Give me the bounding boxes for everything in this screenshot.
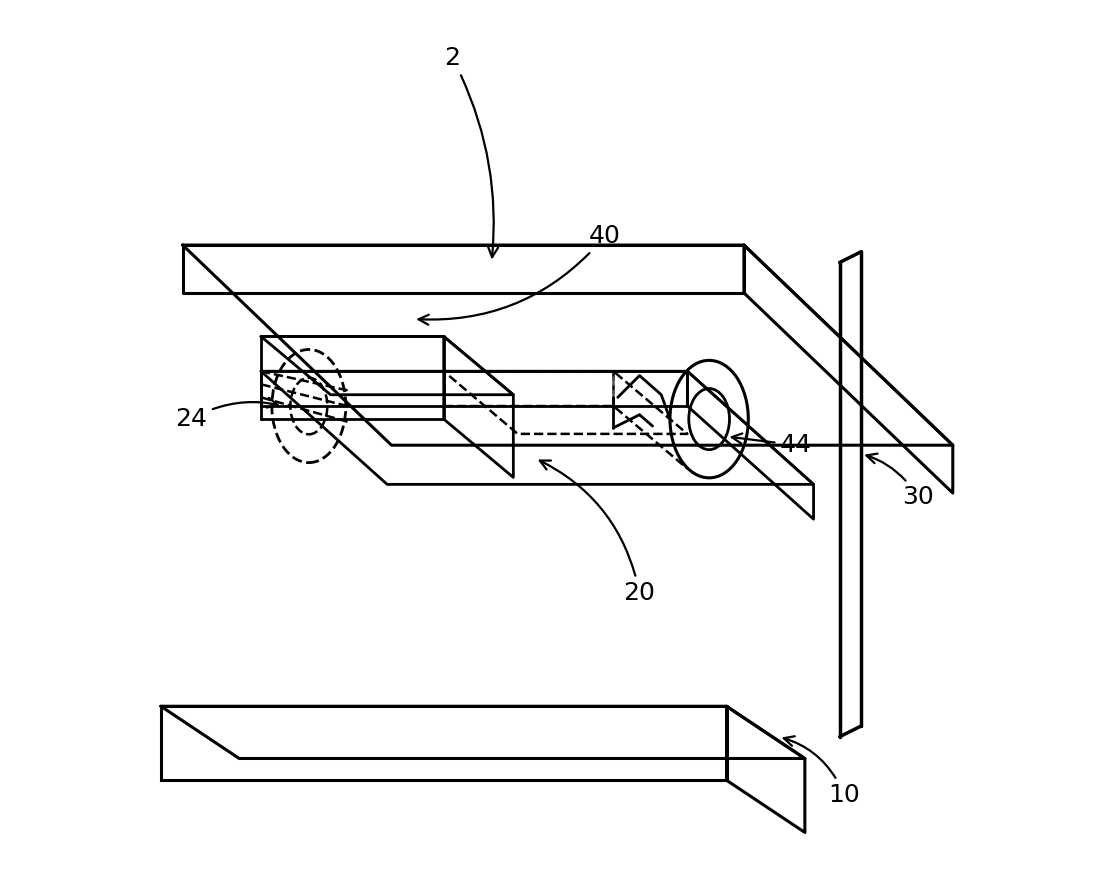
Text: 10: 10 bbox=[783, 736, 860, 807]
Text: 44: 44 bbox=[732, 433, 812, 457]
Text: 40: 40 bbox=[419, 224, 621, 325]
Text: 30: 30 bbox=[866, 454, 934, 510]
Text: 20: 20 bbox=[540, 461, 655, 605]
Text: 2: 2 bbox=[444, 46, 498, 258]
Text: 24: 24 bbox=[176, 398, 277, 431]
